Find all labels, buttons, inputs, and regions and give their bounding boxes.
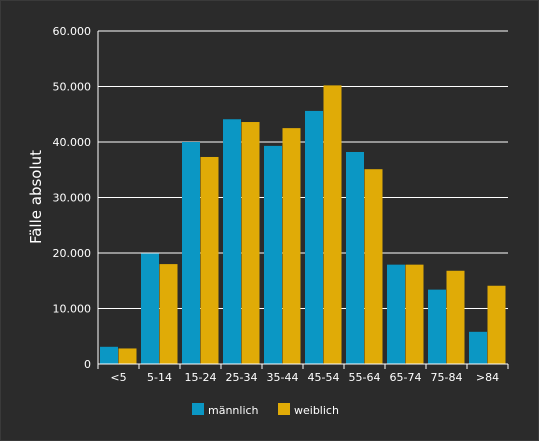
x-tick-label: 25-34: [226, 371, 258, 384]
bar-männlich->84: [469, 331, 487, 364]
x-tick-label: 65-74: [390, 371, 422, 384]
legend: männlich weiblich: [192, 403, 339, 417]
bar-weiblich-15-24: [200, 156, 219, 364]
y-tick-label: 0: [84, 358, 91, 371]
bar-weiblich-5-14: [159, 264, 178, 364]
legend-swatch: [278, 403, 290, 415]
bar-weiblich-45-54: [323, 85, 342, 364]
bar-männlich-15-24: [182, 142, 200, 364]
legend-swatch: [192, 403, 204, 415]
bar-weiblich-25-34: [241, 122, 260, 365]
bar-weiblich-55-64: [364, 169, 383, 364]
y-tick-label: 40.000: [53, 136, 92, 149]
bar-männlich-65-74: [387, 264, 405, 364]
bar-weiblich->84: [487, 285, 506, 364]
bar-männlich-5-14: [141, 253, 159, 364]
x-tick-labels: <5 5-14 15-24 25-34 35-44 45-54 55-64 65-74 75-8…: [110, 371, 499, 384]
bar-weiblich-35-44: [282, 128, 301, 365]
y-tick-label: 20.000: [53, 247, 92, 260]
y-axis-title: Fälle absolut: [27, 150, 45, 244]
y-tick-labels: 0 10.000 20.000 30.000 40.000 50.000 60.000: [53, 25, 92, 371]
y-tick-label: 60.000: [53, 25, 92, 38]
x-tick-label: 45-54: [308, 371, 340, 384]
x-tick-label: 75-84: [431, 371, 463, 384]
x-tick-label: >84: [476, 371, 499, 384]
x-tick-label: 55-64: [349, 371, 381, 384]
bar-weiblich-<5: [118, 348, 137, 364]
bar-männlich-25-34: [223, 119, 241, 364]
bar-weiblich-65-74: [405, 264, 424, 364]
x-axis: [97, 363, 509, 369]
legend-label: männlich: [208, 404, 259, 417]
bar-männlich-35-44: [264, 145, 282, 364]
bar-männlich-45-54: [305, 110, 323, 364]
x-tick-label: 35-44: [267, 371, 299, 384]
bar-männlich-75-84: [428, 289, 446, 364]
y-tick-label: 30.000: [53, 192, 92, 205]
x-tick-label: 5-14: [147, 371, 172, 384]
y-tick-label: 10.000: [53, 303, 92, 316]
x-tick-label: <5: [110, 371, 126, 384]
bar-männlich-<5: [100, 346, 118, 364]
legend-label: weiblich: [294, 404, 339, 417]
x-tick-label: 15-24: [185, 371, 217, 384]
bar-weiblich-75-84: [446, 270, 465, 364]
legend-item-weiblich: weiblich: [278, 403, 339, 417]
bar-männlich-55-64: [346, 151, 364, 364]
bars: [100, 85, 506, 365]
y-tick-label: 50.000: [53, 81, 92, 94]
legend-item-männlich: männlich: [192, 403, 259, 417]
